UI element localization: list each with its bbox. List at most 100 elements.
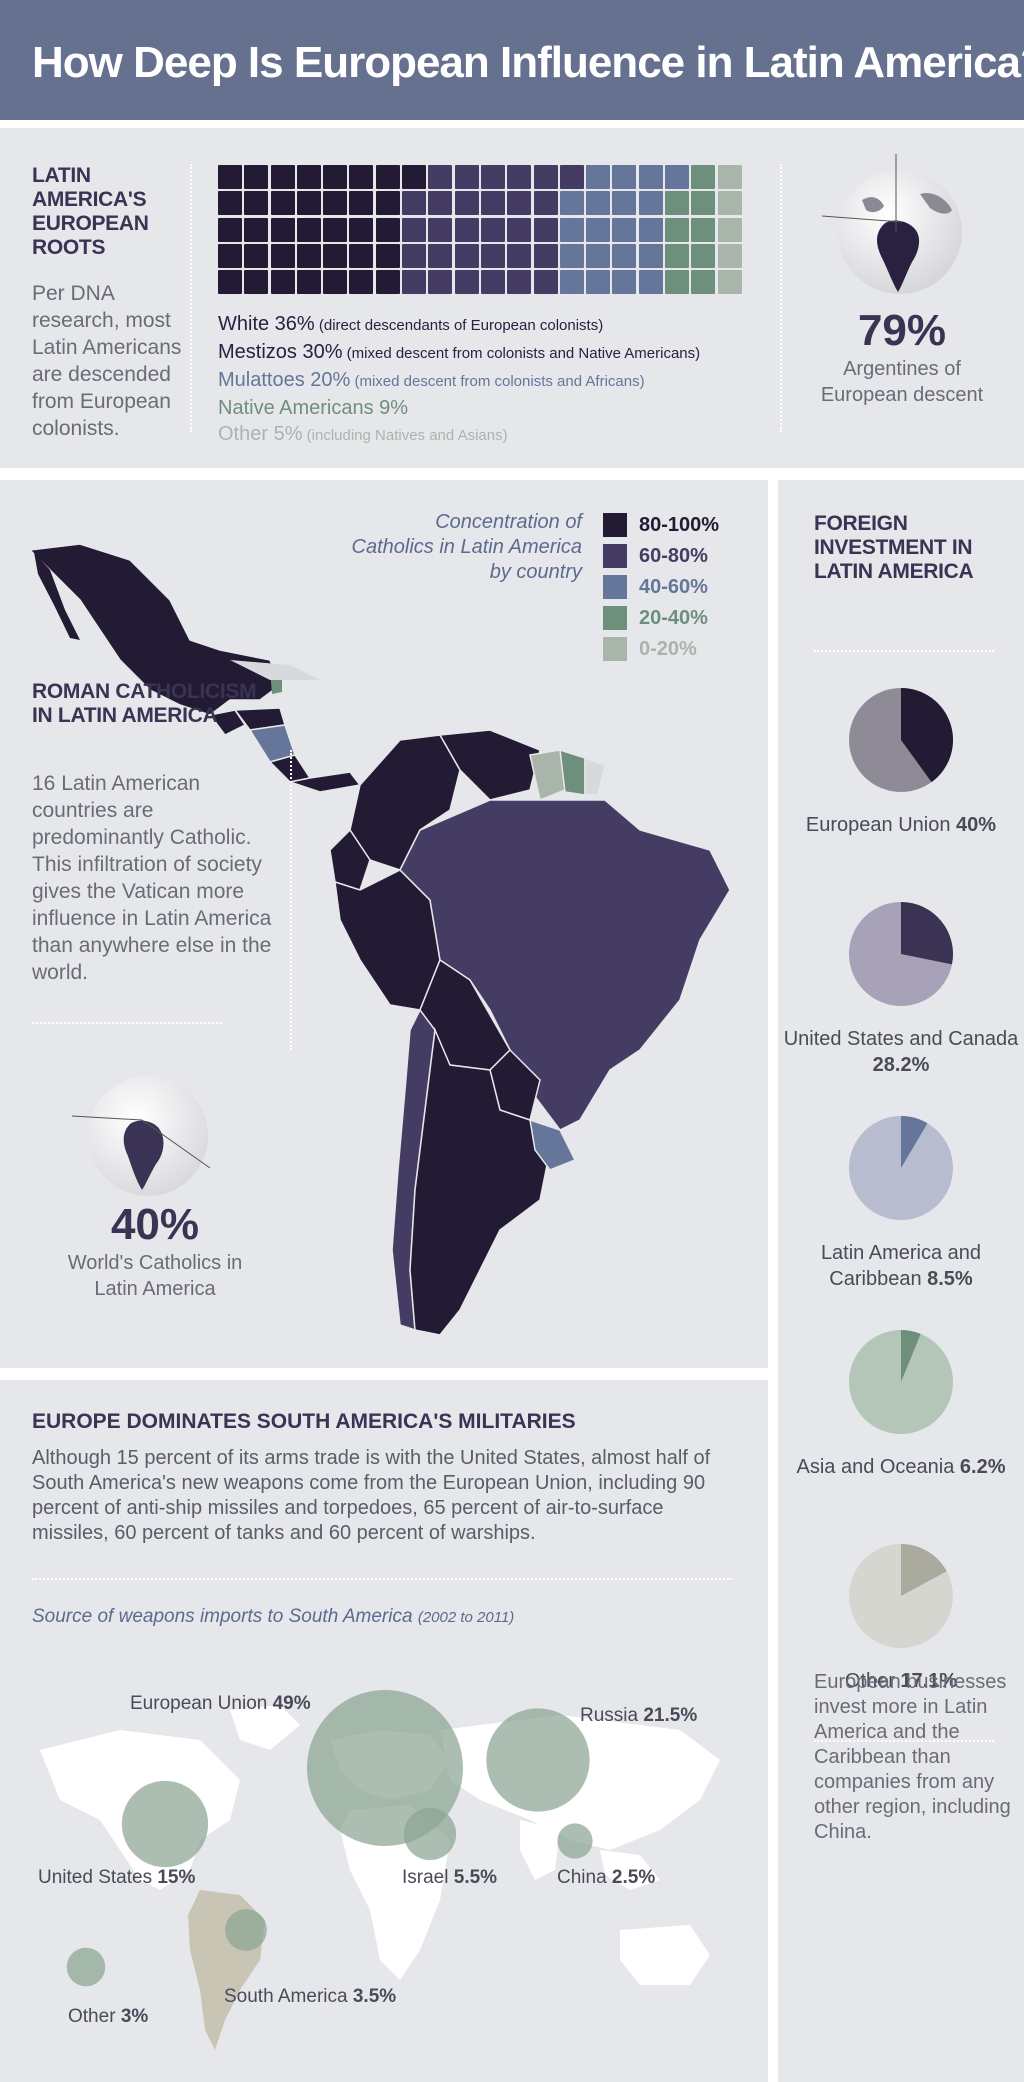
waffle-cell-mulattoes (612, 243, 637, 268)
weapons-bubble (486, 1708, 590, 1812)
waffle-cell-mulattoes (586, 270, 611, 295)
waffle-cell-mulattoes (559, 191, 584, 216)
ancestry-legend-label: Mulattoes 20% (218, 369, 351, 391)
waffle-cell-mestizos (480, 217, 505, 242)
ancestry-legend-note: (direct descendants of European colonist… (314, 317, 604, 334)
weapons-bubble-label: European Union 49% (130, 1693, 311, 1715)
waffle-cell-mestizos (428, 270, 453, 295)
waffle-cell-white (296, 165, 321, 189)
investment-pie-name: European Union (805, 814, 957, 836)
waffle-cell-mestizos (428, 165, 453, 189)
catholic-stat-label: World's Catholics in Latin America (67, 1252, 243, 1300)
waffle-cell-white (349, 270, 374, 295)
map-south-asia (520, 1820, 560, 1880)
roots-divider-right (780, 164, 782, 432)
weapons-bubble (307, 1690, 463, 1846)
waffle-cell-mestizos (454, 165, 479, 189)
waffle-cell-white (270, 191, 295, 216)
investment-pie (849, 1116, 953, 1220)
investment-pie-value: 6.2% (959, 1456, 1006, 1478)
catholic-legend-swatch (603, 575, 627, 599)
european-roots-panel: LATIN AMERICA'S EUROPEAN ROOTS Per DNA r… (0, 128, 1024, 468)
pie-slice-value (901, 688, 953, 783)
waffle-cell-white (375, 191, 400, 216)
waffle-cell-mestizos (533, 217, 558, 242)
globe-catholic-icon (72, 1076, 211, 1196)
investment-pie-name: Asia and Oceania (796, 1456, 960, 1478)
investment-pie-item: Other 17.1% (778, 1542, 1024, 1694)
waffle-cell-other (717, 191, 742, 216)
argentina-stat-label: Argentines of European descent (820, 358, 984, 406)
investment-pie-item: Asia and Oceania 6.2% (778, 1328, 1024, 1480)
waffle-cell-mestizos (507, 217, 532, 242)
map-cuba (230, 660, 320, 680)
ancestry-legend-item: Mestizos 30% (mixed descent from colonis… (218, 339, 758, 367)
waffle-cell-mulattoes (638, 217, 663, 242)
latin-america-map (28, 543, 731, 1336)
waffle-cell-mulattoes (586, 217, 611, 242)
catholic-legend-item: 0-20% (603, 636, 719, 662)
investment-pie-name: United States and Canada (783, 1028, 1019, 1050)
catholic-legend-swatch (603, 606, 627, 630)
catholicism-text: 16 Latin American countries are predomin… (32, 772, 272, 984)
investment-pie-label: United States and Canada 28.2% (778, 1026, 1024, 1078)
catholic-legend-swatch (603, 513, 627, 537)
weapons-bubble-value: 3% (120, 2006, 149, 2027)
waffle-cell-native-americans (691, 270, 716, 295)
ancestry-legend-note: (mixed descent from colonists and Africa… (350, 373, 645, 390)
waffle-cell-mestizos (402, 270, 427, 295)
waffle-cell-mulattoes (586, 191, 611, 216)
waffle-cell-native-americans (691, 217, 716, 242)
roots-divider (190, 164, 192, 432)
ancestry-waffle-chart (218, 165, 742, 295)
map-guatemala (208, 709, 247, 736)
waffle-cell-white (218, 165, 242, 189)
weapons-bubble-value: 49% (272, 1693, 311, 1714)
catholic-divider-h (32, 1022, 222, 1024)
catholic-legend-item: 40-60% (603, 574, 719, 600)
waffle-cell-mestizos (454, 243, 479, 268)
waffle-cell-white (218, 217, 242, 242)
waffle-cell-white (244, 191, 269, 216)
globe-south-america-icon (822, 154, 962, 294)
map-baja (34, 552, 80, 640)
investment-divider-bottom (814, 1740, 994, 1742)
military-subtitle-text: Source of weapons imports to South Ameri… (32, 1606, 413, 1627)
waffle-cell-mestizos (480, 191, 505, 216)
catholic-legend-swatch (603, 637, 627, 661)
ancestry-legend-note: (including Natives and Asians) (302, 427, 508, 444)
ancestry-legend-label: Other 5% (218, 423, 303, 445)
map-uruguay (529, 1118, 577, 1171)
investment-pie-item: United States and Canada 28.2% (778, 900, 1024, 1078)
waffle-cell-white (375, 270, 400, 295)
map-venezuela (438, 729, 541, 801)
waffle-cell-white (244, 165, 269, 189)
waffle-cell-white (402, 165, 427, 189)
pie-slice-value (901, 1544, 947, 1596)
waffle-cell-white (323, 243, 348, 268)
catholic-legend-label: 80-100% (639, 513, 720, 536)
waffle-cell-white (296, 270, 321, 295)
waffle-cell-mulattoes (638, 191, 663, 216)
investment-pie-label: Latin America and Caribbean 8.5% (778, 1240, 1024, 1292)
investment-pie (849, 1544, 953, 1648)
waffle-cell-mulattoes (612, 217, 637, 242)
waffle-cell-native-americans (665, 217, 690, 242)
waffle-cell-other (717, 217, 742, 242)
waffle-cell-mulattoes (586, 165, 611, 189)
page-header: How Deep Is European Influence in Latin … (0, 0, 1024, 120)
waffle-cell-mulattoes (586, 243, 611, 268)
map-greenland (230, 1705, 300, 1750)
investment-divider-top (814, 650, 994, 652)
weapons-bubble-name: South America (224, 1986, 353, 2007)
waffle-cell-mestizos (402, 191, 427, 216)
waffle-cell-white (349, 191, 374, 216)
map-panama (287, 771, 362, 793)
waffle-cell-other (717, 243, 742, 268)
waffle-cell-white (375, 217, 400, 242)
waffle-cell-mestizos (480, 243, 505, 268)
map-southeast-asia (600, 1850, 660, 1890)
investment-pie (849, 902, 953, 1006)
waffle-cell-white (218, 243, 242, 268)
investment-pie (849, 1330, 953, 1434)
